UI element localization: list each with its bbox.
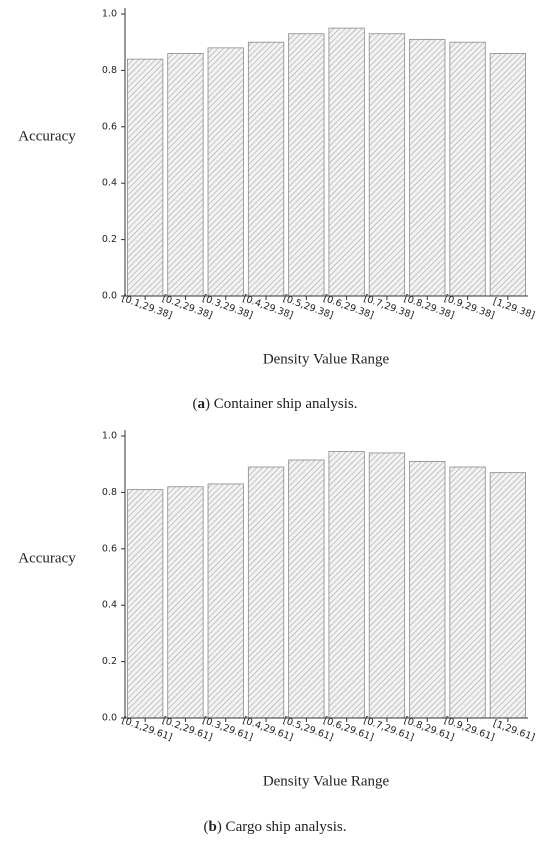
- bar: [127, 489, 164, 719]
- y-tick-label: 1.0: [102, 431, 117, 442]
- bar: [409, 460, 446, 719]
- y-tick-label: 0.2: [102, 656, 117, 667]
- caption-part: b: [208, 819, 216, 835]
- bar: [207, 483, 244, 719]
- bar: [247, 466, 285, 719]
- caption-part: a: [198, 396, 206, 412]
- bar: [489, 53, 526, 297]
- y-axis-label: Accuracy: [18, 550, 76, 566]
- y-tick-label: 0.4: [102, 178, 117, 189]
- y-tick-label: 0.8: [102, 487, 117, 498]
- y-tick-label: 0.8: [102, 65, 117, 76]
- bar: [167, 486, 204, 719]
- y-tick-label: 0.6: [102, 543, 117, 554]
- caption: (b) Cargo ship analysis.: [203, 819, 346, 835]
- y-tick-label: 0.6: [102, 121, 117, 132]
- bar: [288, 459, 325, 719]
- bar: [207, 47, 244, 297]
- bar: [368, 33, 406, 297]
- caption-part: (: [203, 819, 208, 835]
- caption-part: ) Cargo ship analysis.: [217, 819, 347, 835]
- bar: [288, 33, 325, 297]
- x-axis-label: Density Value Range: [263, 351, 390, 367]
- bar: [247, 41, 285, 297]
- caption-part: ) Container ship analysis.: [205, 396, 357, 412]
- x-tick-label: [1,29.61]: [491, 718, 536, 743]
- bar: [368, 452, 406, 719]
- y-tick-label: 0.2: [102, 234, 117, 245]
- bar: [328, 27, 365, 297]
- y-tick-label: 0.0: [102, 713, 117, 724]
- y-tick-label: 1.0: [102, 9, 117, 20]
- y-tick-label: 0.4: [102, 600, 117, 611]
- y-axis-label: Accuracy: [18, 128, 76, 144]
- x-axis-label: Density Value Range: [263, 773, 390, 789]
- x-tick-label: [1,29.38]: [491, 296, 536, 321]
- bar: [449, 466, 486, 719]
- bar: [409, 38, 446, 297]
- bar: [489, 472, 526, 719]
- y-tick-label: 0.0: [102, 291, 117, 302]
- bar: [127, 58, 164, 297]
- bar: [167, 53, 204, 297]
- bar: [328, 451, 365, 719]
- bar: [449, 41, 486, 297]
- caption-part: (: [193, 396, 198, 412]
- caption: (a) Container ship analysis.: [193, 396, 358, 412]
